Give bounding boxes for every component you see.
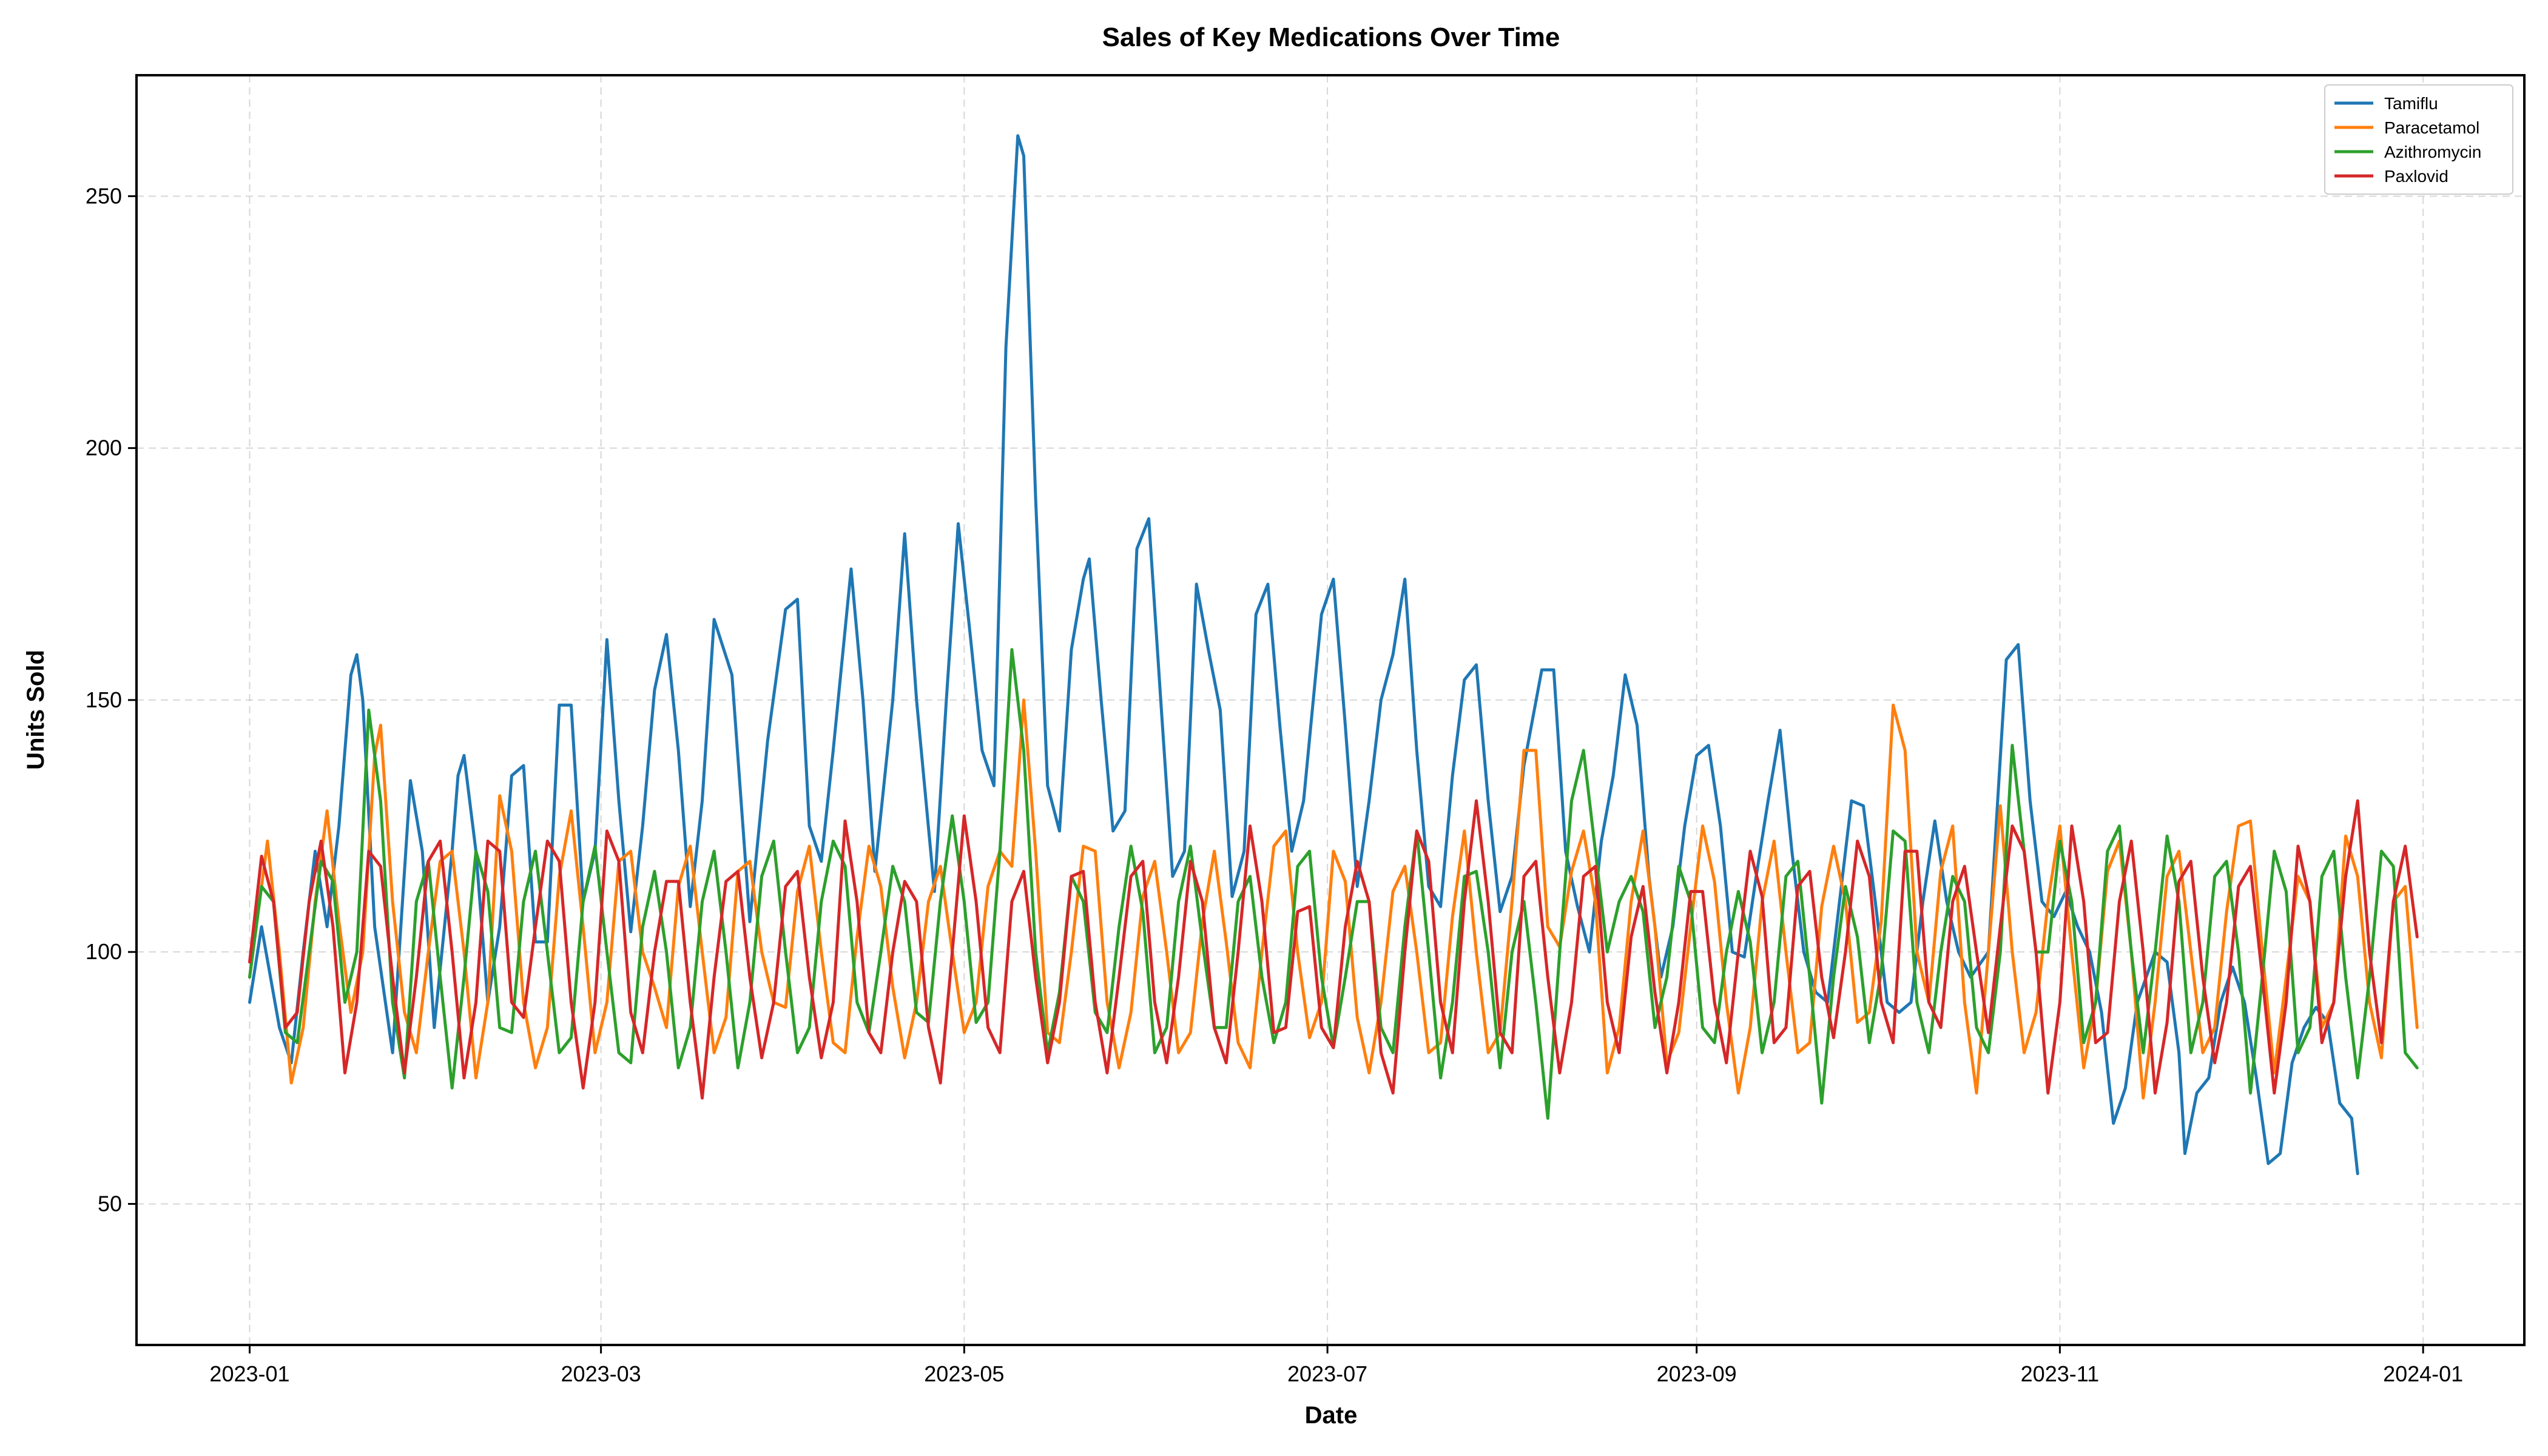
y-tick-label: 50 — [98, 1191, 122, 1216]
legend-label-paracetamol: Paracetamol — [2384, 118, 2479, 137]
series-line-paracetamol — [248, 698, 2419, 1100]
grid — [136, 75, 2524, 1345]
x-tick-label: 2023-07 — [1287, 1361, 1367, 1386]
axis-ticks: 2023-01 2023-03 2023-05 2023-07 2023-09 2023-… — [86, 183, 2463, 1386]
x-axis-label: Date — [1305, 1402, 1358, 1429]
x-tick-label: 2023-09 — [1657, 1361, 1737, 1386]
legend-box — [2324, 84, 2513, 195]
x-tick-label: 2024-01 — [2383, 1361, 2463, 1386]
y-tick-label: 100 — [86, 939, 122, 964]
plot-frame — [135, 74, 2526, 1346]
y-axis-label: Units Sold — [22, 650, 49, 770]
legend: Tamiflu Paracetamol Azithromycin Paxlovid — [2324, 84, 2513, 195]
legend-label-paxlovid: Paxlovid — [2384, 167, 2449, 186]
x-tick-label: 2023-05 — [924, 1361, 1004, 1386]
y-tick-label: 200 — [86, 436, 122, 460]
y-tick-label: 150 — [86, 687, 122, 712]
series-line-paxlovid — [248, 799, 2419, 1100]
x-tick-label: 2023-01 — [209, 1361, 289, 1386]
x-tick-label: 2023-03 — [561, 1361, 641, 1386]
series-layer — [248, 134, 2419, 1176]
legend-label-azithromycin: Azithromycin — [2384, 143, 2481, 161]
legend-label-tamiflu: Tamiflu — [2384, 94, 2438, 113]
x-tick-label: 2023-11 — [2021, 1361, 2099, 1386]
y-tick-label: 250 — [86, 183, 122, 208]
chart-title: Sales of Key Medications Over Time — [1102, 22, 1560, 52]
